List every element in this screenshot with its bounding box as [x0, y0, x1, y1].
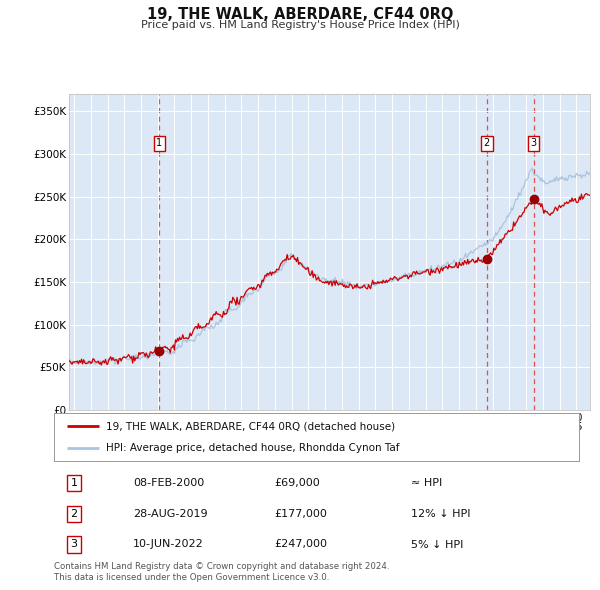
Text: Contains HM Land Registry data © Crown copyright and database right 2024.
This d: Contains HM Land Registry data © Crown c… — [54, 562, 389, 582]
Text: 3: 3 — [530, 138, 536, 148]
Text: 1: 1 — [157, 138, 163, 148]
Text: 19, THE WALK, ABERDARE, CF44 0RQ (detached house): 19, THE WALK, ABERDARE, CF44 0RQ (detach… — [107, 421, 395, 431]
Text: 08-FEB-2000: 08-FEB-2000 — [133, 478, 204, 488]
Text: HPI: Average price, detached house, Rhondda Cynon Taf: HPI: Average price, detached house, Rhon… — [107, 443, 400, 453]
Text: 28-AUG-2019: 28-AUG-2019 — [133, 509, 208, 519]
Text: 1: 1 — [70, 478, 77, 488]
Text: 19, THE WALK, ABERDARE, CF44 0RQ: 19, THE WALK, ABERDARE, CF44 0RQ — [147, 7, 453, 22]
Text: 3: 3 — [70, 539, 77, 549]
Text: Price paid vs. HM Land Registry's House Price Index (HPI): Price paid vs. HM Land Registry's House … — [140, 20, 460, 30]
Text: 5% ↓ HPI: 5% ↓ HPI — [411, 539, 463, 549]
Text: ≈ HPI: ≈ HPI — [411, 478, 442, 488]
Text: 10-JUN-2022: 10-JUN-2022 — [133, 539, 203, 549]
Text: £177,000: £177,000 — [275, 509, 328, 519]
Text: 2: 2 — [484, 138, 490, 148]
Text: 2: 2 — [70, 509, 77, 519]
Text: £69,000: £69,000 — [275, 478, 320, 488]
Text: 12% ↓ HPI: 12% ↓ HPI — [411, 509, 470, 519]
Text: £247,000: £247,000 — [275, 539, 328, 549]
